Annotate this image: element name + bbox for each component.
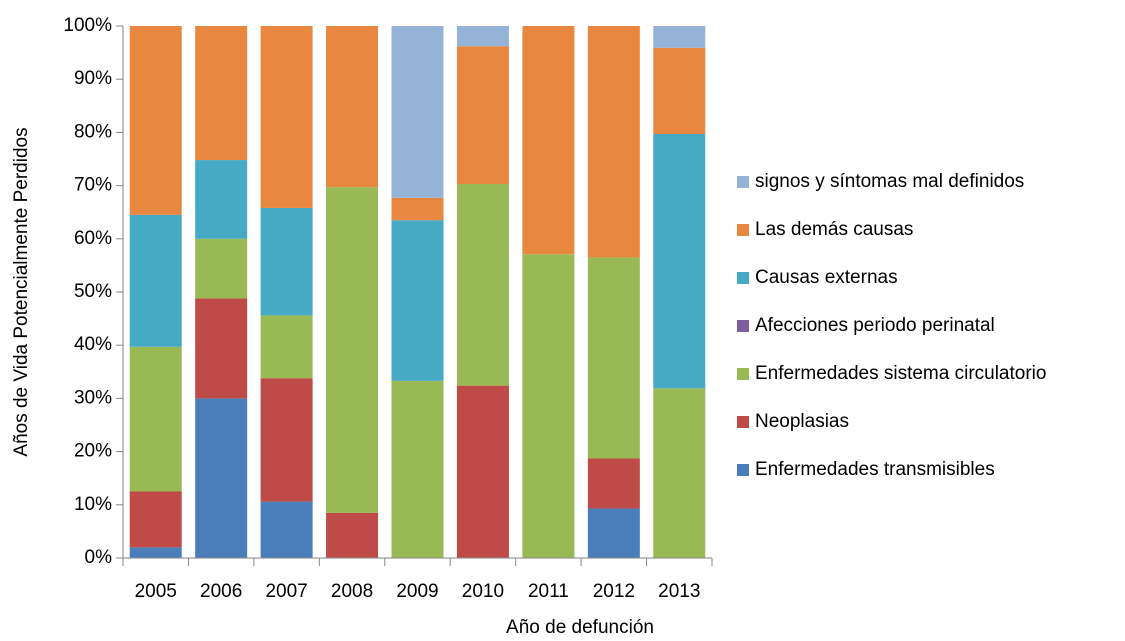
y-tick-label: 60% xyxy=(74,228,112,249)
bar-segment xyxy=(260,501,313,558)
y-tick-label: 0% xyxy=(85,547,113,568)
x-tick-label: 2005 xyxy=(135,581,177,602)
bar-segment xyxy=(195,160,248,239)
bar-segment xyxy=(260,315,313,379)
legend-swatch xyxy=(737,176,749,188)
bar-segment xyxy=(587,26,640,258)
bar-segment xyxy=(587,257,640,459)
bar-segment xyxy=(195,398,248,558)
y-tick-label: 10% xyxy=(74,494,112,515)
bar-segment xyxy=(587,458,640,509)
bar-segment xyxy=(195,298,248,399)
legend-label: Enfermedades transmisibles xyxy=(755,459,995,480)
bar-segment xyxy=(129,491,182,548)
bar-segment xyxy=(326,187,379,513)
bar-segment xyxy=(653,133,706,389)
legend-swatch xyxy=(737,272,749,284)
x-tick-label: 2008 xyxy=(331,581,373,602)
y-tick-label: 90% xyxy=(74,68,112,89)
bar-segment xyxy=(456,385,509,558)
bar-segment xyxy=(260,378,313,502)
bar-segment xyxy=(260,207,313,316)
y-tick-label: 100% xyxy=(63,15,112,36)
legend-swatch xyxy=(737,224,749,236)
x-tick-label: 2007 xyxy=(265,581,307,602)
bar-segment xyxy=(326,26,379,188)
bar-segment xyxy=(129,346,182,492)
legend-swatch xyxy=(737,464,749,476)
x-tick-label: 2012 xyxy=(593,581,635,602)
x-axis-label: Año de defunción xyxy=(506,617,654,638)
legend-label: signos y síntomas mal definidos xyxy=(755,171,1024,192)
bar-segment xyxy=(391,26,444,198)
x-tick-label: 2013 xyxy=(658,581,700,602)
x-tick-label: 2011 xyxy=(528,581,569,602)
y-tick-label: 30% xyxy=(74,387,112,408)
legend-swatch xyxy=(737,320,749,332)
legend-swatch xyxy=(737,416,749,428)
bar-segment xyxy=(456,46,509,185)
bar-segment xyxy=(260,26,313,208)
x-tick-label: 2010 xyxy=(462,581,504,602)
y-axis-label: Años de Vida Potencialmente Perdidos xyxy=(11,127,32,456)
bar-segment xyxy=(653,47,706,134)
bar-segment xyxy=(195,238,248,299)
bar-segment xyxy=(129,26,182,215)
legend-label: Las demás causas xyxy=(755,219,913,240)
bar-segment xyxy=(391,197,444,221)
y-tick-label: 20% xyxy=(74,441,112,462)
legend-label: Causas externas xyxy=(755,267,898,288)
x-tick-label: 2009 xyxy=(396,581,438,602)
y-tick-label: 40% xyxy=(74,334,112,355)
legend-label: Enfermedades sistema circulatorio xyxy=(755,363,1046,384)
y-tick-label: 50% xyxy=(74,281,112,302)
bar-segment xyxy=(195,26,248,161)
bar-segment xyxy=(129,214,182,347)
bar-segment xyxy=(326,512,379,558)
bar-segment xyxy=(129,547,182,558)
bar-segment xyxy=(391,220,444,381)
bar-segment xyxy=(587,508,640,558)
x-tick-label: 2006 xyxy=(200,581,242,602)
bar-segment xyxy=(653,388,706,558)
y-tick-label: 80% xyxy=(74,121,112,142)
bar-segment xyxy=(522,254,575,558)
bar-segment xyxy=(456,184,509,386)
bar-segment xyxy=(391,380,444,558)
bar-segment xyxy=(653,26,706,48)
legend-label: Neoplasias xyxy=(755,411,849,432)
bar-segment xyxy=(522,26,575,255)
bar-segment xyxy=(456,26,509,47)
y-tick-label: 70% xyxy=(74,175,112,196)
legend-swatch xyxy=(737,368,749,380)
legend-label: Afecciones periodo perinatal xyxy=(755,315,995,336)
